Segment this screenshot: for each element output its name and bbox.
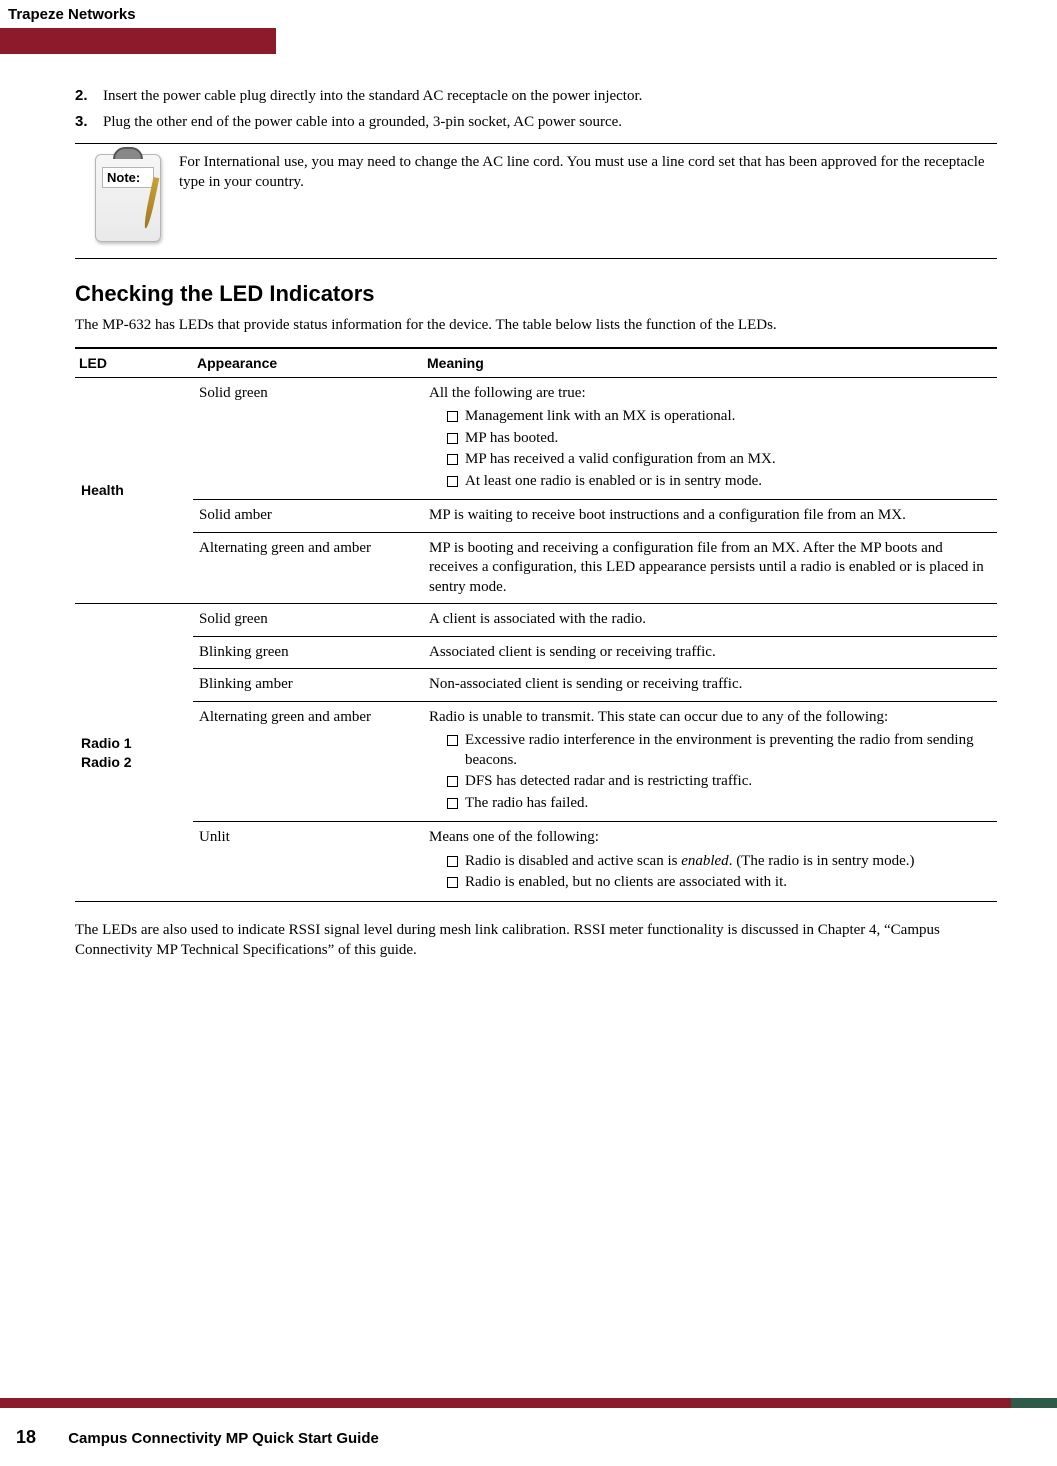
meaning-cell: Radio is unable to transmit. This state … bbox=[423, 701, 997, 822]
divider bbox=[75, 258, 997, 259]
table-row: Alternating green and amber Radio is unab… bbox=[75, 701, 997, 822]
table-row: Alternating green and amberMP is booting… bbox=[75, 532, 997, 604]
bullet-item: MP has received a valid configuration fr… bbox=[447, 450, 991, 470]
meaning-cell: Associated client is sending or receivin… bbox=[423, 636, 997, 669]
section-intro: The MP-632 has LEDs that provide status … bbox=[75, 315, 997, 335]
meaning-cell: All the following are true: Management li… bbox=[423, 377, 997, 500]
clipboard-clip-icon bbox=[113, 147, 143, 159]
step-number: 3. bbox=[75, 112, 103, 132]
appearance-cell: Alternating green and amber bbox=[193, 701, 423, 822]
led-name-cell: Health bbox=[75, 377, 193, 604]
bullet-item: DFS has detected radar and is restrictin… bbox=[447, 772, 991, 792]
appearance-cell: Alternating green and amber bbox=[193, 532, 423, 604]
led-name-cell: Radio 1Radio 2 bbox=[75, 604, 193, 902]
meaning-lead: MP is booting and receiving a configurat… bbox=[429, 539, 991, 598]
meaning-bullets: Radio is disabled and active scan is ena… bbox=[429, 852, 991, 893]
after-table-paragraph: The LEDs are also used to indicate RSSI … bbox=[75, 920, 997, 961]
footer-title: Campus Connectivity MP Quick Start Guide bbox=[68, 1430, 379, 1447]
meaning-cell: MP is booting and receiving a configurat… bbox=[423, 532, 997, 604]
ordered-steps: 2.Insert the power cable plug directly i… bbox=[75, 86, 997, 133]
page-footer: 18 Campus Connectivity MP Quick Start Gu… bbox=[16, 1427, 379, 1448]
bullet-item: The radio has failed. bbox=[447, 794, 991, 814]
meaning-lead: Radio is unable to transmit. This state … bbox=[429, 708, 991, 728]
table-row: HealthSolid greenAll the following are t… bbox=[75, 377, 997, 500]
table-row: Radio 1Radio 2Solid greenA client is ass… bbox=[75, 604, 997, 637]
footer-accent bbox=[1011, 1398, 1057, 1408]
bullet-item: Radio is enabled, but no clients are ass… bbox=[447, 873, 991, 893]
col-appearance: Appearance bbox=[193, 348, 423, 378]
note-text: For International use, you may need to c… bbox=[179, 152, 997, 193]
bullet-item: Radio is disabled and active scan is ena… bbox=[447, 852, 991, 872]
meaning-lead: A client is associated with the radio. bbox=[429, 610, 991, 630]
led-table: LED Appearance Meaning HealthSolid green… bbox=[75, 347, 997, 902]
bullet-item: At least one radio is enabled or is in s… bbox=[447, 472, 991, 492]
step-item: 3.Plug the other end of the power cable … bbox=[75, 112, 997, 132]
note-label: Note: bbox=[102, 167, 154, 188]
appearance-cell: Solid green bbox=[193, 604, 423, 637]
appearance-cell: Unlit bbox=[193, 822, 423, 902]
appearance-cell: Blinking green bbox=[193, 636, 423, 669]
meaning-lead: Non-associated client is sending or rece… bbox=[429, 675, 991, 695]
col-led: LED bbox=[75, 348, 193, 378]
page-number: 18 bbox=[16, 1427, 36, 1447]
step-item: 2.Insert the power cable plug directly i… bbox=[75, 86, 997, 106]
section-heading: Checking the LED Indicators bbox=[75, 281, 997, 307]
col-meaning: Meaning bbox=[423, 348, 997, 378]
meaning-lead: MP is waiting to receive boot instructio… bbox=[429, 506, 991, 526]
table-header-row: LED Appearance Meaning bbox=[75, 348, 997, 378]
note-block: Note: For International use, you may nee… bbox=[75, 152, 997, 248]
appearance-cell: Solid amber bbox=[193, 500, 423, 533]
bullet-item: Excessive radio interference in the envi… bbox=[447, 731, 991, 770]
table-row: Blinking amber Non-associated client is s… bbox=[75, 669, 997, 702]
bullet-item: Management link with an MX is operationa… bbox=[447, 407, 991, 427]
step-number: 2. bbox=[75, 86, 103, 106]
appearance-cell: Solid green bbox=[193, 377, 423, 500]
meaning-bullets: Excessive radio interference in the envi… bbox=[429, 731, 991, 813]
table-row: Unlit Means one of the following: Radio is… bbox=[75, 822, 997, 902]
meaning-cell: Non-associated client is sending or rece… bbox=[423, 669, 997, 702]
note-icon: Note: bbox=[95, 154, 161, 242]
brand-name: Trapeze Networks bbox=[8, 6, 136, 23]
meaning-lead: Associated client is sending or receivin… bbox=[429, 643, 991, 663]
meaning-lead: All the following are true: bbox=[429, 384, 991, 404]
table-row: Solid amber MP is waiting to receive boot… bbox=[75, 500, 997, 533]
appearance-cell: Blinking amber bbox=[193, 669, 423, 702]
step-text: Plug the other end of the power cable in… bbox=[103, 112, 997, 132]
meaning-cell: Means one of the following: Radio is disa… bbox=[423, 822, 997, 902]
page-content: 2.Insert the power cable plug directly i… bbox=[75, 86, 997, 960]
table-row: Blinking green Associated client is sendi… bbox=[75, 636, 997, 669]
meaning-cell: A client is associated with the radio. bbox=[423, 604, 997, 637]
meaning-bullets: Management link with an MX is operationa… bbox=[429, 407, 991, 491]
meaning-lead: Means one of the following: bbox=[429, 828, 991, 848]
footer-bar bbox=[0, 1398, 1057, 1408]
meaning-cell: MP is waiting to receive boot instructio… bbox=[423, 500, 997, 533]
bullet-item: MP has booted. bbox=[447, 429, 991, 449]
brand-bar bbox=[0, 28, 276, 54]
divider bbox=[75, 143, 997, 144]
step-text: Insert the power cable plug directly int… bbox=[103, 86, 997, 106]
